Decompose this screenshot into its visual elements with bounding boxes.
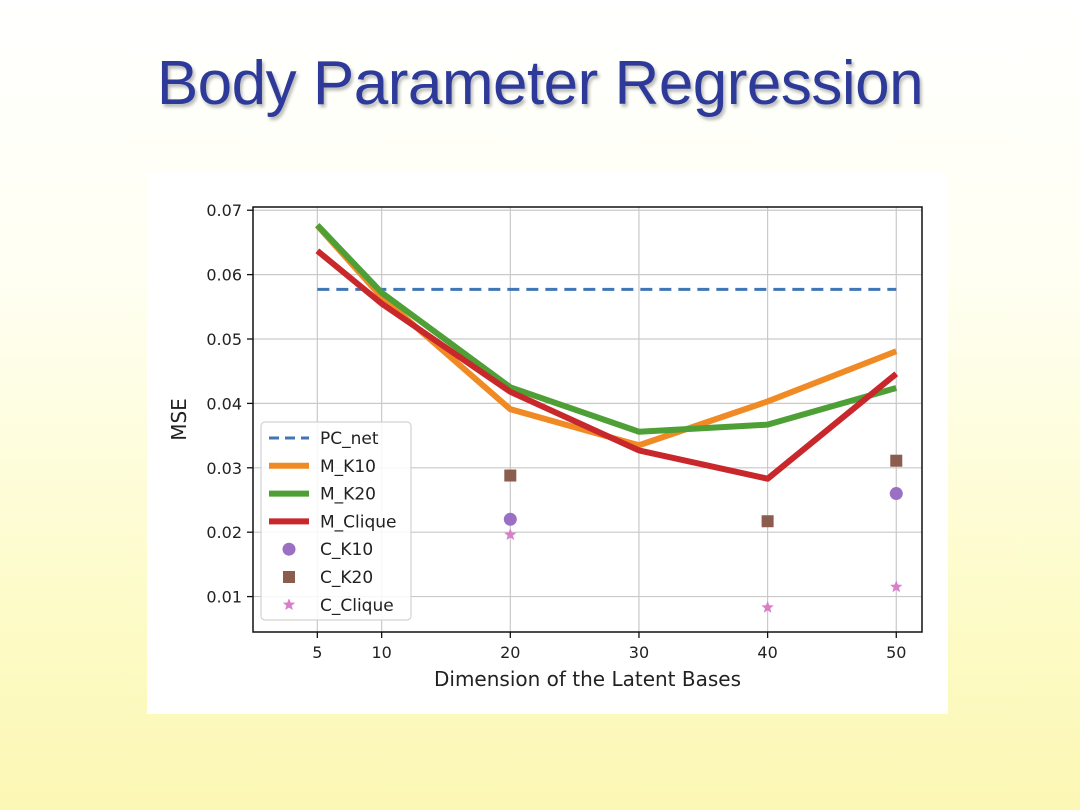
y-axis-label: MSE <box>167 398 191 441</box>
legend-label-c-k10: C_K10 <box>320 540 373 560</box>
axes: 5 10 20 30 40 50 0.01 0.02 0.03 0.04 0.05 0.06 0.07 D… <box>167 201 923 691</box>
y-tick-label: 0.02 <box>206 523 242 542</box>
legend: PC_net M_K10 M_K20 M_Clique C_K10 C_K20 C_Cliq… <box>260 421 412 621</box>
legend-box <box>260 421 412 621</box>
legend-item-c-k10: C_K10 <box>282 540 373 560</box>
y-tick-label: 0.04 <box>206 394 242 413</box>
slide-title: Body Parameter Regression <box>156 49 924 118</box>
legend-label-c-clique: C_Clique <box>320 596 394 616</box>
data-point-c-clique <box>890 580 903 593</box>
y-tick-label: 0.07 <box>206 201 242 220</box>
y-tick-label: 0.01 <box>206 588 242 607</box>
legend-swatch-c-k20 <box>283 571 295 583</box>
legend-label-m-k10: M_K10 <box>320 457 376 477</box>
legend-label-m-clique: M_Clique <box>320 512 397 532</box>
legend-item-m-clique: M_Clique <box>269 512 397 532</box>
legend-item-m-k20: M_K20 <box>269 485 376 505</box>
legend-swatch-c-k10 <box>282 542 296 556</box>
data-point-c-k10 <box>503 512 517 526</box>
series-layer <box>315 222 903 613</box>
legend-swatch-c-clique <box>282 598 296 611</box>
series-m-k20 <box>315 222 898 435</box>
x-tick-label: 30 <box>629 643 649 662</box>
legend-item-pc-net: PC_net <box>269 429 379 449</box>
plot-frame <box>252 206 923 633</box>
x-axis-label: Dimension of the Latent Bases <box>434 667 741 691</box>
legend-item-c-k20: C_K20 <box>283 568 373 588</box>
y-tick-label: 0.06 <box>206 266 242 285</box>
data-point-c-k20 <box>504 469 517 482</box>
series-c-k20 <box>504 454 903 528</box>
data-point-c-clique <box>761 601 774 613</box>
chart-panel: 5 10 20 30 40 50 0.01 0.02 0.03 0.04 0.05 0.06 0.07 D… <box>147 172 948 714</box>
x-tick-label: 50 <box>886 643 906 662</box>
x-tick-label: 5 <box>312 643 322 662</box>
legend-item-c-clique: C_Clique <box>282 596 394 616</box>
x-tick-label: 10 <box>371 643 391 662</box>
series-line-m-clique <box>315 248 899 482</box>
data-point-c-k20 <box>761 515 774 528</box>
data-point-c-clique <box>504 528 517 541</box>
x-tick-label: 40 <box>757 643 777 662</box>
y-tick-label: 0.03 <box>206 459 242 478</box>
y-tick-label: 0.05 <box>206 330 242 349</box>
x-tick-label: 20 <box>500 643 520 662</box>
legend-item-m-k10: M_K10 <box>269 457 376 477</box>
mse-line-chart: 5 10 20 30 40 50 0.01 0.02 0.03 0.04 0.05 0.06 0.07 D… <box>167 201 923 691</box>
series-c-clique <box>504 528 903 613</box>
data-point-c-k20 <box>890 454 903 467</box>
legend-label-c-k20: C_K20 <box>320 568 373 588</box>
legend-label-m-k20: M_K20 <box>320 485 376 505</box>
series-c-k10 <box>503 487 903 526</box>
legend-label-pc-net: PC_net <box>320 429 379 449</box>
series-m-clique <box>315 248 899 482</box>
data-point-c-k10 <box>889 487 903 501</box>
series-line-m-k20 <box>315 222 898 435</box>
